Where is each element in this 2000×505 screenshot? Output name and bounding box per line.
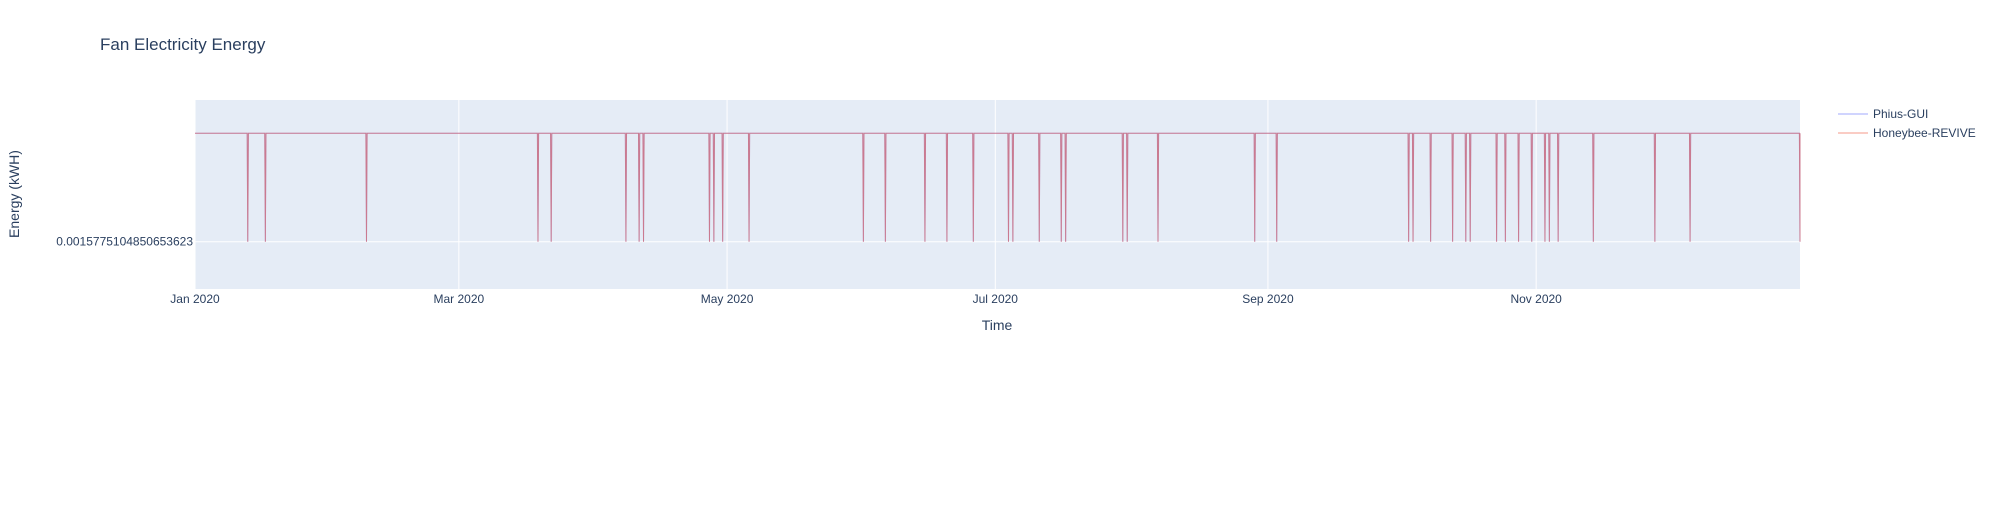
y-tick-label: 0.0015775104850653623	[56, 235, 193, 249]
y-axis-title: Energy (kWH)	[6, 150, 22, 238]
x-tick-label: Mar 2020	[433, 292, 484, 306]
series-line-honeybee-revive	[195, 132, 1801, 242]
legend-label: Honeybee-REVIVE	[1873, 126, 1976, 140]
y-axis-ticks: 0.0015775104850653623	[56, 235, 193, 249]
chart-title: Fan Electricity Energy	[100, 35, 266, 54]
x-tick-label: Nov 2020	[1510, 292, 1562, 306]
x-axis-ticks: Jan 2020 Mar 2020 May 2020 Jul 2020 Sep 2020…	[170, 292, 1562, 306]
legend: Phius-GUI Honeybee-REVIVE	[1838, 107, 1976, 140]
series-lines	[195, 132, 1801, 242]
x-axis-title: Time	[982, 317, 1013, 333]
x-tick-label: Jan 2020	[170, 292, 220, 306]
x-tick-label: May 2020	[701, 292, 754, 306]
x-tick-label: Jul 2020	[973, 292, 1019, 306]
legend-label: Phius-GUI	[1873, 107, 1928, 121]
x-tick-label: Sep 2020	[1242, 292, 1294, 306]
plot-area	[195, 100, 1800, 289]
grid-lines	[194, 100, 1800, 289]
